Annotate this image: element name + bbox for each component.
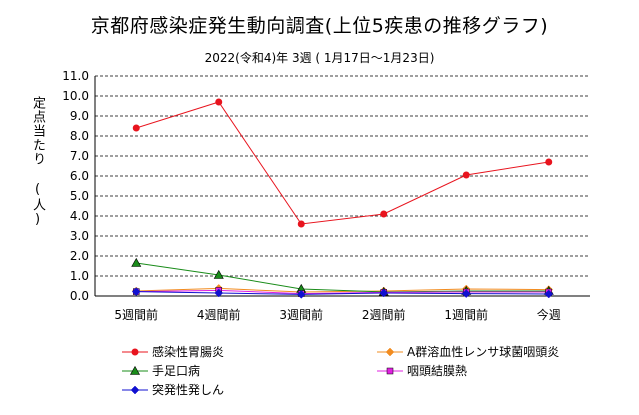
legend-label: 感染性胃腸炎: [152, 344, 224, 359]
legend-marker: [385, 347, 395, 357]
data-point: [131, 257, 142, 267]
data-point: [132, 124, 140, 132]
x-tick-label: 3週間前: [279, 307, 323, 322]
legend-label: 手足口病: [152, 363, 200, 378]
data-point: [544, 289, 554, 299]
data-point: [545, 158, 553, 166]
series-line: [136, 289, 549, 295]
series-line: [136, 262, 549, 293]
y-tick-label: 3.0: [70, 229, 89, 243]
y-tick-label: 7.0: [70, 149, 89, 163]
data-point: [213, 269, 224, 279]
y-tick-label: 0.0: [70, 289, 89, 303]
legend-label: 咽頭結膜熱: [407, 364, 467, 378]
data-point: [380, 210, 388, 218]
y-tick-label: 6.0: [70, 169, 89, 183]
y-tick-label: 8.0: [70, 129, 89, 143]
legend-marker: [130, 385, 140, 395]
chart-title: 京都府感染症発生動向調査(上位5疾患の推移グラフ): [90, 15, 549, 37]
data-point: [462, 171, 470, 179]
x-tick-label: 2週間前: [362, 307, 406, 322]
x-tick-label: 5週間前: [114, 307, 158, 322]
series-line: [136, 291, 549, 295]
data-point: [131, 287, 141, 296]
y-tick-label: 2.0: [70, 249, 89, 263]
legend-label: 突発性発しん: [152, 382, 224, 397]
x-tick-label: 4週間前: [197, 307, 241, 322]
data-point: [297, 220, 305, 228]
data-point: [214, 288, 224, 298]
y-tick-label: 1.0: [70, 269, 89, 283]
legend-marker: [131, 348, 139, 356]
legend-marker: [386, 367, 394, 375]
y-tick-label: 5.0: [70, 189, 89, 203]
legend-marker: [129, 365, 141, 375]
data-point: [461, 289, 471, 298]
data-point: [215, 98, 223, 106]
y-tick-label: 4.0: [70, 209, 89, 223]
y-tick-label: 11.0: [62, 69, 89, 83]
x-tick-label: 今週: [537, 307, 561, 322]
y-axis-label: 定点当たり (人): [30, 96, 45, 228]
series-line: [136, 287, 549, 293]
data-point: [379, 288, 389, 298]
y-tick-label: 9.0: [70, 109, 89, 123]
y-tick-label: 10.0: [62, 89, 89, 103]
legend-label: A群溶血性レンサ球菌咽頭炎: [407, 344, 559, 359]
x-tick-label: 1週間前: [444, 307, 488, 322]
chart-subtitle: 2022(令和4)年 3週 ( 1月17日～1月23日): [204, 51, 435, 65]
series-line: [136, 101, 549, 225]
data-point: [296, 290, 306, 299]
